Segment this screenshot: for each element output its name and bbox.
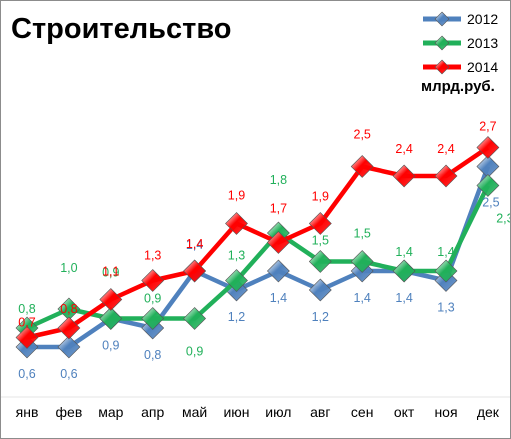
data-point-2013-май xyxy=(183,307,207,330)
data-point-2012-фев xyxy=(57,335,81,359)
legend-marker xyxy=(434,59,450,75)
data-label-2013-авг: 1,5 xyxy=(312,234,329,248)
data-label-2014-июл: 1,7 xyxy=(270,202,287,216)
data-label-2012-окт: 1,4 xyxy=(395,291,412,305)
data-point-2013-дек xyxy=(476,174,500,197)
legend-item-2012: 2012 xyxy=(423,11,498,27)
x-tick-label: ноя xyxy=(434,404,457,420)
data-point-2013-авг xyxy=(308,250,332,273)
legend-item-2014: 2014 xyxy=(423,59,498,75)
data-point-2014-апр xyxy=(141,269,165,292)
legend-item-2013: 2013 xyxy=(423,35,498,51)
data-label-2012-фев: 0,6 xyxy=(60,367,77,381)
data-label-2012-июл: 1,4 xyxy=(270,291,287,305)
x-tick-label: фев xyxy=(56,404,83,420)
data-point-2014-авг xyxy=(308,212,332,235)
legend-label: 2012 xyxy=(467,11,498,27)
data-label-2013-янв: 0,8 xyxy=(18,302,35,316)
data-label-2014-фев: 0,8 xyxy=(60,302,77,316)
x-tick-label: авг xyxy=(310,404,330,420)
data-label-2012-апр: 0,8 xyxy=(144,348,161,362)
data-label-2013-апр: 0,9 xyxy=(144,292,161,306)
data-label-2014-июн: 1,9 xyxy=(228,189,245,203)
data-point-2013-окт xyxy=(392,259,416,283)
data-label-2012-июн: 1,2 xyxy=(228,310,245,324)
legend-label: 2013 xyxy=(467,35,498,51)
data-label-2012-авг: 1,2 xyxy=(312,310,329,324)
data-label-2013-мар: 0,9 xyxy=(102,266,119,280)
data-point-2013-ноя xyxy=(434,259,458,283)
data-point-2013-апр xyxy=(141,307,165,330)
data-label-2014-авг: 1,9 xyxy=(312,190,329,204)
data-label-2013-май: 0,9 xyxy=(186,345,203,359)
data-label-2013-сен: 1,5 xyxy=(354,227,371,241)
data-point-2014-мар xyxy=(99,288,123,311)
data-point-2014-окт xyxy=(392,164,416,188)
series-2013 xyxy=(15,174,500,340)
x-tick-layer: янв фев мар апр май июн июл авг сен окт ноя дек xyxy=(16,404,500,420)
data-label-2012-мар: 0,9 xyxy=(102,339,119,353)
chart-title: Строительство xyxy=(11,13,231,45)
data-label-2012-сен: 1,4 xyxy=(354,291,371,305)
data-point-2013-сен xyxy=(350,250,374,273)
data-point-2014-фев xyxy=(57,316,81,340)
data-point-2012-июл xyxy=(266,259,290,283)
data-label-2012-ноя: 1,3 xyxy=(437,301,454,315)
x-tick-label: июн xyxy=(223,404,249,420)
x-tick-label: сен xyxy=(351,404,374,420)
series-layer xyxy=(15,136,500,359)
data-label-2014-сен: 2,5 xyxy=(354,128,371,142)
data-label-2014-мар: 1,1 xyxy=(102,265,119,279)
data-label-2013-июл: 1,8 xyxy=(270,173,287,187)
data-point-2014-дек xyxy=(476,136,500,159)
x-tick-label: май xyxy=(182,404,207,420)
data-label-2013-окт: 1,4 xyxy=(395,245,412,259)
data-label-2012-янв: 0,6 xyxy=(18,367,35,381)
data-point-2013-мар xyxy=(99,307,123,330)
data-point-2014-сен xyxy=(350,155,374,178)
legend: 2012 2013 2014 xyxy=(423,11,498,75)
x-tick-label: мар xyxy=(98,404,123,420)
data-label-2014-янв: 0,7 xyxy=(18,316,35,330)
legend-marker xyxy=(434,11,450,27)
x-tick-label: июл xyxy=(265,404,291,420)
unit-label: млрд.руб. xyxy=(421,78,495,95)
data-label-2014-ноя: 2,4 xyxy=(437,142,454,156)
data-point-2014-ноя xyxy=(434,164,458,188)
x-tick-label: апр xyxy=(141,404,164,420)
data-label-2013-дек: 2,3 xyxy=(496,212,510,226)
data-label-2012-май: 1,4 xyxy=(186,238,203,252)
data-label-2014-апр: 1,3 xyxy=(144,249,161,263)
data-label-2013-ноя: 1,4 xyxy=(437,245,454,259)
data-point-2013-июн xyxy=(225,269,248,292)
x-tick-label: янв xyxy=(16,404,39,420)
data-label-2014-май: 1,4 xyxy=(186,237,203,251)
data-label-2014-окт: 2,4 xyxy=(395,142,412,156)
data-label-layer: 0,6 0,6 0,9 0,8 1,4 1,2 1,4 1,2 1,4 1,4 1,3 2,5 0,8 1… xyxy=(18,120,510,382)
x-tick-label: дек xyxy=(477,404,500,420)
data-point-2012-авг xyxy=(308,278,332,302)
data-label-2014-дек: 2,7 xyxy=(479,120,496,134)
legend-marker xyxy=(434,35,450,51)
data-point-2014-июн xyxy=(225,212,248,235)
legend-label: 2014 xyxy=(467,59,498,75)
data-point-2014-янв xyxy=(15,326,39,349)
series-2014 xyxy=(15,136,500,349)
data-point-2014-май xyxy=(183,259,207,283)
data-label-2013-июн: 1,3 xyxy=(228,249,245,263)
series-line-2014 xyxy=(26,145,490,340)
data-label-2012-дек: 2,5 xyxy=(482,196,499,210)
data-label-2013-фев: 1,0 xyxy=(60,261,77,275)
x-tick-label: окт xyxy=(394,404,415,420)
data-point-2014-июл xyxy=(266,231,290,254)
series-line-2013 xyxy=(26,184,490,331)
